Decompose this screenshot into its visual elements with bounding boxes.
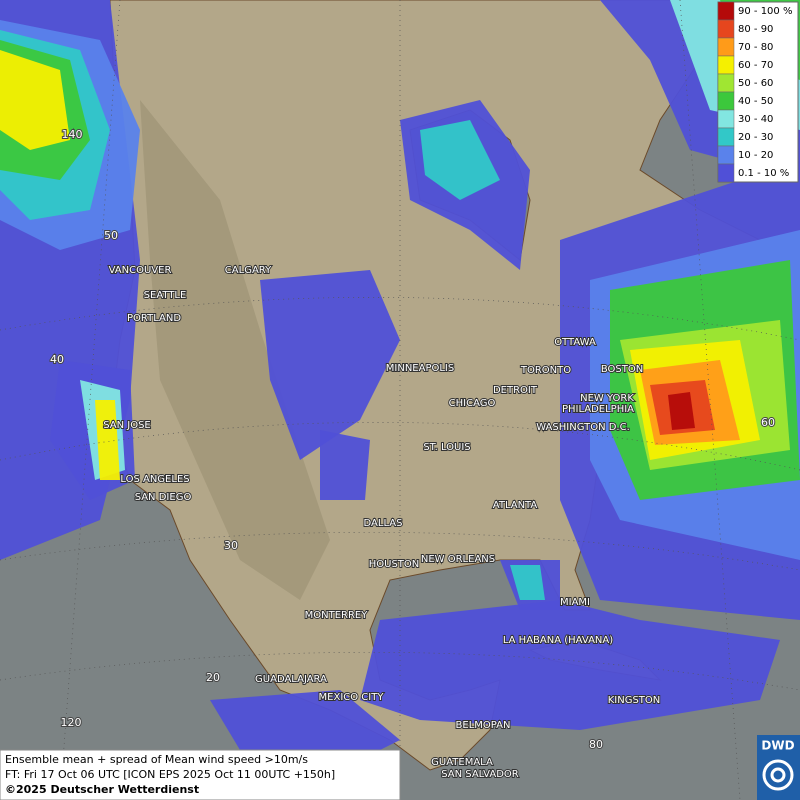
city-label: MIAMI [560, 597, 590, 608]
city-label: LOS ANGELES [120, 474, 189, 485]
city-label: ST. LOUIS [423, 442, 470, 453]
footer-box [0, 749, 401, 800]
city-label: NEW YORK [580, 393, 634, 404]
legend-label: 10 - 20 [738, 150, 773, 161]
legend-label: 30 - 40 [738, 114, 773, 125]
city-label: HOUSTON [369, 559, 420, 570]
city-label: LA HABANA (HAVANA) [503, 635, 613, 646]
logo: DWD [761, 739, 794, 753]
probability-area [510, 565, 545, 600]
legend-swatch [717, 163, 735, 183]
legend-swatch [717, 127, 735, 147]
graticule-label: 80 [589, 738, 603, 751]
graticule-label: 60 [761, 416, 775, 429]
city-label: SAN JOSE [103, 420, 151, 431]
city-label: KINGSTON [608, 695, 661, 706]
probability-area [0, 50, 70, 150]
graticule-label: 20 [206, 671, 220, 684]
footer-line: ©2025 Deutscher Wetterdienst [5, 783, 199, 796]
city-label: TORONTO [520, 365, 571, 376]
city-label: SAN SALVADOR [441, 769, 518, 780]
graticule-label: 40 [50, 353, 64, 366]
probability-area [420, 120, 500, 200]
legend-swatch [717, 55, 735, 75]
city-label: PHILADELPHIA [562, 404, 634, 415]
city-label: WASHINGTON D.C. [536, 422, 630, 433]
city-label: OTTAWA [554, 337, 596, 348]
legend-label: 50 - 60 [738, 78, 773, 89]
legend-label: 40 - 50 [738, 96, 773, 107]
legend-swatch [717, 1, 735, 21]
graticule-label: 120 [61, 716, 82, 729]
city-label: DALLAS [364, 518, 403, 529]
probability-area [360, 600, 780, 730]
city-label: VANCOUVER [109, 265, 172, 276]
probability-area [260, 270, 400, 460]
city-label: SAN DIEGO [135, 492, 192, 503]
probability-area [668, 392, 695, 430]
graticule-label: 30 [224, 539, 238, 552]
probability-area [320, 430, 370, 500]
legend-label: 70 - 80 [738, 42, 773, 53]
city-label: ATLANTA [493, 500, 538, 511]
legend-swatch [717, 145, 735, 165]
city-label: PORTLAND [127, 313, 181, 324]
city-label: GUADALAJARA [255, 674, 327, 685]
legend-label: 20 - 30 [738, 132, 773, 143]
city-label: SEATTLE [144, 290, 187, 301]
city-label: MINNEAPOLIS [386, 363, 454, 374]
city-label: MONTERREY [305, 610, 369, 621]
city-label: CALGARY [225, 265, 272, 276]
probability-area [95, 400, 120, 480]
graticule-label: 140 [62, 128, 83, 141]
footer-line: Ensemble mean + spread of Mean wind spee… [5, 753, 308, 766]
city-label: MEXICO CITY [319, 692, 385, 703]
city-label: BOSTON [601, 364, 643, 375]
city-label: CHICAGO [449, 398, 496, 409]
legend-label: 80 - 90 [738, 24, 773, 35]
city-label: BELMOPAN [456, 720, 511, 731]
probability-area [210, 690, 400, 760]
legend-swatch [717, 73, 735, 93]
graticule-label: 50 [104, 229, 118, 242]
legend-swatch [717, 109, 735, 129]
city-label: NEW ORLEANS [421, 554, 495, 565]
legend-label: 90 - 100 % [738, 6, 792, 17]
logo-swirl [762, 759, 794, 791]
legend-label: 0.1 - 10 % [738, 168, 789, 179]
legend-swatch [717, 19, 735, 39]
footer-line: FT: Fri 17 Oct 06 UTC [ICON EPS 2025 Oct… [5, 768, 335, 781]
legend-swatch [717, 37, 735, 57]
mountains [140, 100, 330, 600]
city-label: GUATEMALA [431, 757, 493, 768]
legend-swatch [717, 91, 735, 111]
logo-swirl [770, 767, 786, 783]
legend-label: 60 - 70 [738, 60, 773, 71]
city-label: DETROIT [493, 385, 538, 396]
